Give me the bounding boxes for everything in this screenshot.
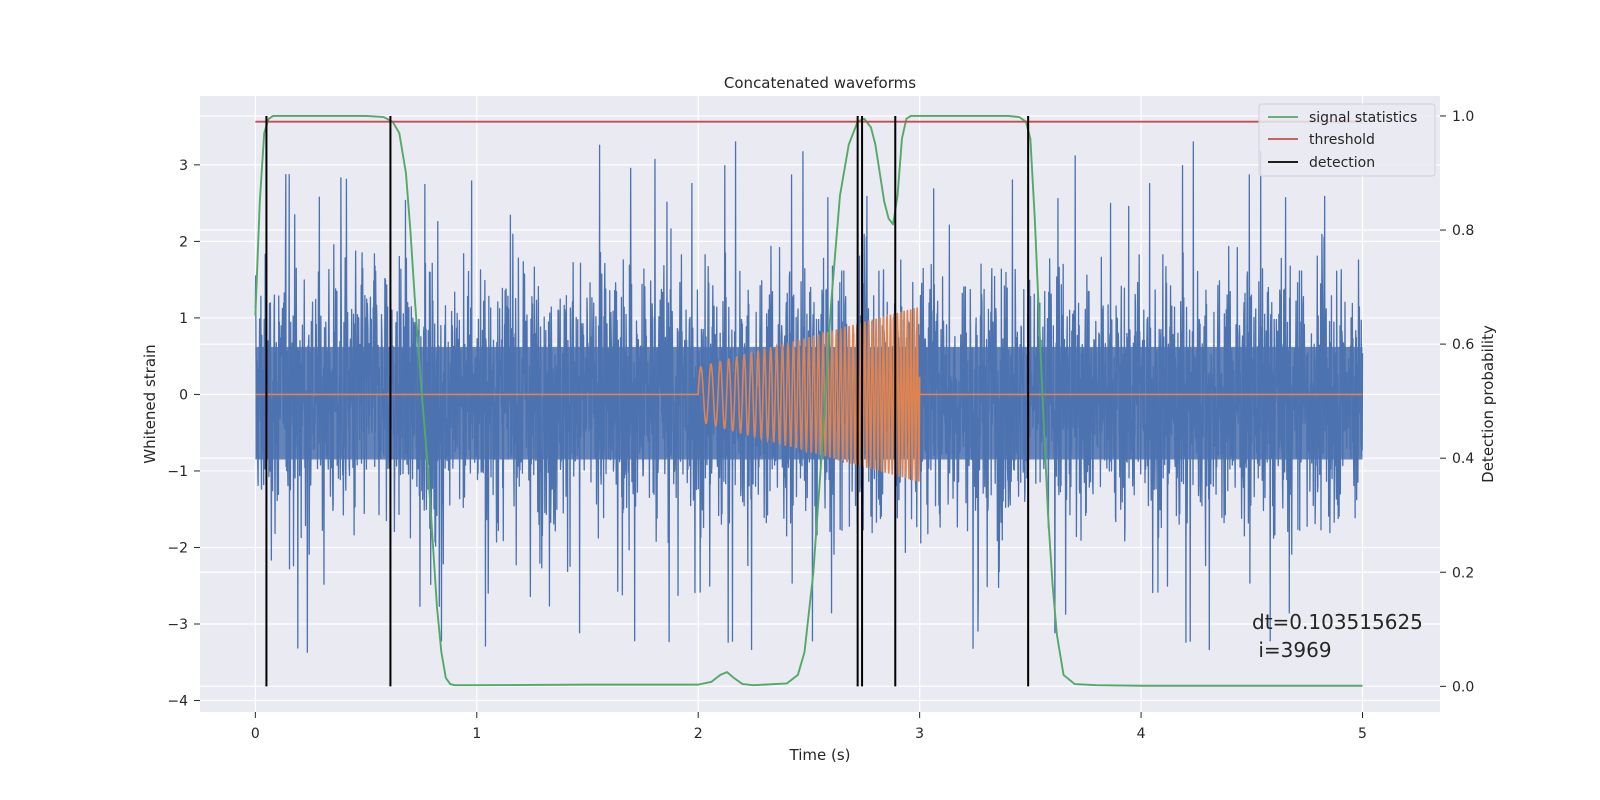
y-axis: −4 −3 −2 −1 0 1 2 3 bbox=[167, 158, 200, 710]
annotation-dt: dt=0.103515625 bbox=[1252, 610, 1423, 634]
y-tick-label-3: 3 bbox=[179, 158, 188, 174]
y2-tick-label-0-6: 0.6 bbox=[1452, 337, 1474, 353]
y-tick-label-2: −2 bbox=[167, 540, 188, 556]
legend-label-signal-statistics: signal statistics bbox=[1309, 110, 1417, 126]
y-tick-label-3: −3 bbox=[167, 617, 188, 633]
legend: signal statistics threshold detection bbox=[1258, 103, 1436, 177]
x-tick-label-4: 4 bbox=[1137, 726, 1146, 742]
chirp-series bbox=[255, 307, 1363, 482]
x-axis: 0 1 2 3 4 5 bbox=[251, 712, 1367, 742]
legend-label-threshold: threshold bbox=[1309, 132, 1375, 148]
y-tick-label-4: −4 bbox=[167, 694, 188, 710]
y-tick-label-1: 1 bbox=[179, 311, 188, 327]
y2-tick-label-0: 0.0 bbox=[1452, 679, 1474, 695]
legend-label-detection: detection bbox=[1309, 155, 1375, 171]
y2-tick-label-0-4: 0.4 bbox=[1452, 451, 1474, 467]
x-axis-label: Time (s) bbox=[789, 746, 851, 764]
x-tick-label-3: 3 bbox=[915, 726, 924, 742]
chart-title: Concatenated waveforms bbox=[724, 74, 916, 92]
y2-tick-label-0-2: 0.2 bbox=[1452, 565, 1474, 581]
annotation-i: i=3969 bbox=[1252, 638, 1332, 662]
detection-series bbox=[265, 115, 1030, 687]
y-axis-label: Whitened strain bbox=[141, 344, 159, 463]
y2-axis-label: Detection probability bbox=[1479, 325, 1497, 483]
legend-box bbox=[1258, 103, 1436, 177]
y-tick-label-1: −1 bbox=[167, 464, 188, 480]
y-tick-label-0: 0 bbox=[179, 387, 188, 403]
x-tick-label-0: 0 bbox=[251, 726, 260, 742]
y-tick-label-2: 2 bbox=[179, 234, 188, 250]
chirp-line bbox=[255, 307, 1363, 482]
y2-tick-label-1: 1.0 bbox=[1452, 109, 1474, 125]
x-tick-label-2: 2 bbox=[694, 726, 703, 742]
y2-axis: 0.0 0.2 0.4 0.6 0.8 1.0 bbox=[1440, 109, 1474, 695]
y2-tick-label-0-8: 0.8 bbox=[1452, 223, 1474, 239]
x-tick-label-1: 1 bbox=[472, 726, 481, 742]
x-tick-label-5: 5 bbox=[1358, 726, 1367, 742]
